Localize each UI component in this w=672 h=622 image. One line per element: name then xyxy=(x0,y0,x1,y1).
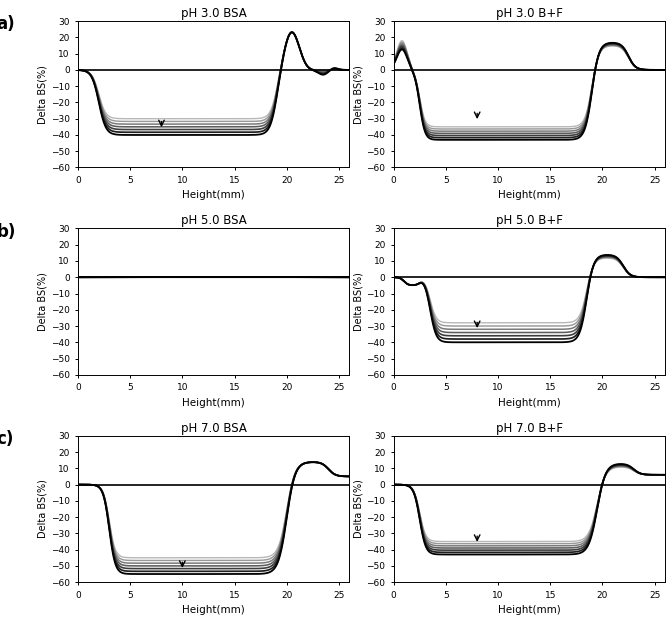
X-axis label: Height(mm): Height(mm) xyxy=(182,190,245,200)
Title: pH 3.0 B+F: pH 3.0 B+F xyxy=(496,7,562,20)
Title: pH 5.0 BSA: pH 5.0 BSA xyxy=(181,214,247,227)
Y-axis label: Delta BS(%): Delta BS(%) xyxy=(353,65,364,124)
Text: c): c) xyxy=(0,430,14,448)
X-axis label: Height(mm): Height(mm) xyxy=(182,605,245,615)
Y-axis label: Delta BS(%): Delta BS(%) xyxy=(38,480,48,539)
X-axis label: Height(mm): Height(mm) xyxy=(498,190,560,200)
Y-axis label: Delta BS(%): Delta BS(%) xyxy=(38,65,48,124)
Text: a): a) xyxy=(0,16,15,33)
Y-axis label: Delta BS(%): Delta BS(%) xyxy=(353,272,364,331)
Y-axis label: Delta BS(%): Delta BS(%) xyxy=(38,272,48,331)
Title: pH 7.0 BSA: pH 7.0 BSA xyxy=(181,422,247,435)
Title: pH 5.0 B+F: pH 5.0 B+F xyxy=(496,214,562,227)
Title: pH 7.0 B+F: pH 7.0 B+F xyxy=(496,422,563,435)
Text: b): b) xyxy=(0,223,16,241)
X-axis label: Height(mm): Height(mm) xyxy=(182,397,245,408)
X-axis label: Height(mm): Height(mm) xyxy=(498,397,560,408)
Title: pH 3.0 BSA: pH 3.0 BSA xyxy=(181,7,247,20)
Y-axis label: Delta BS(%): Delta BS(%) xyxy=(353,480,364,539)
X-axis label: Height(mm): Height(mm) xyxy=(498,605,560,615)
